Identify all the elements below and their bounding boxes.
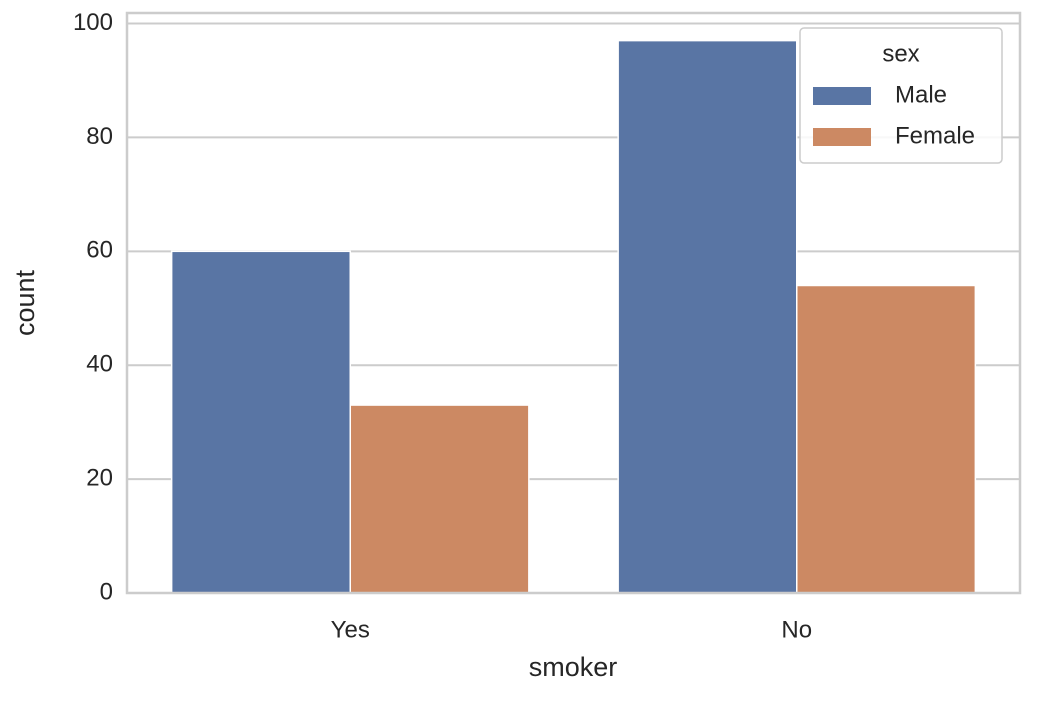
legend-title: sex (882, 40, 919, 67)
y-tick-label: 80 (86, 123, 113, 150)
bar (796, 284, 977, 594)
y-tick-label: 40 (86, 351, 113, 378)
axes-frame (125, 11, 1022, 595)
legend-swatch (813, 87, 871, 105)
bar (349, 404, 530, 594)
y-tick-label: 100 (73, 9, 113, 36)
x-tick-label: Yes (331, 616, 370, 643)
y-axis-label: count (10, 269, 40, 336)
legend-label: Female (895, 122, 975, 149)
bar (170, 250, 351, 594)
legend-label: Male (895, 81, 947, 108)
y-tick-label: 60 (86, 237, 113, 264)
x-tick-label: No (781, 616, 812, 643)
y-tick-label: 0 (100, 578, 113, 605)
legend-swatch (813, 128, 871, 146)
y-tick-label: 20 (86, 464, 113, 491)
bar (617, 39, 798, 594)
x-axis-label: smoker (529, 652, 618, 682)
